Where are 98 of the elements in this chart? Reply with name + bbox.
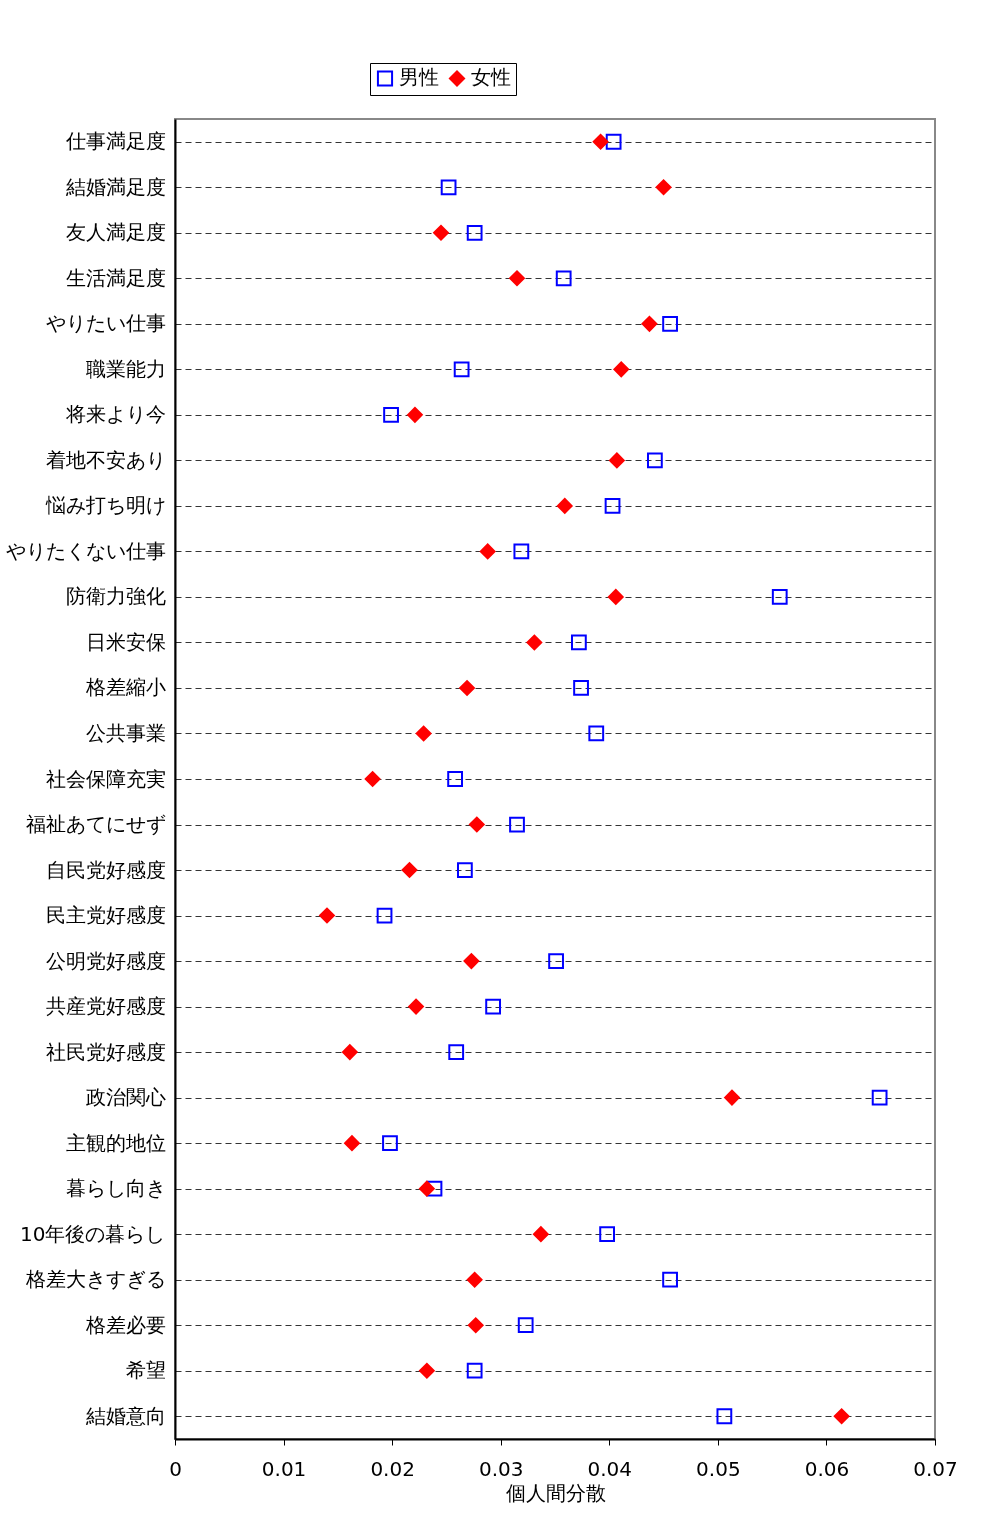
point <box>604 498 621 514</box>
point <box>570 634 587 651</box>
point <box>426 1180 443 1197</box>
point <box>319 907 335 924</box>
y-tick-label: 希望 <box>125 1358 166 1383</box>
point <box>607 589 624 605</box>
point <box>448 1044 465 1060</box>
y-tick-label: 共産党好感度 <box>45 994 166 1019</box>
point <box>771 589 788 605</box>
point <box>467 1317 484 1334</box>
point <box>662 1271 678 1288</box>
point <box>662 315 678 332</box>
point <box>555 270 572 287</box>
y-tick-label: 社会保障充実 <box>45 766 166 791</box>
point <box>383 406 399 423</box>
point <box>833 1408 850 1425</box>
point <box>599 1226 616 1243</box>
point <box>453 361 470 378</box>
x-tick-label: 0.06 <box>804 1456 850 1481</box>
y-tick-label: 防衛力強化 <box>65 584 166 609</box>
x-tick-label: 0.01 <box>261 1456 307 1481</box>
y-tick-label: 自民党好感度 <box>45 857 166 882</box>
point <box>485 998 502 1015</box>
y-tick-label: 格差縮小 <box>84 675 166 700</box>
point <box>532 1226 549 1243</box>
y-tick-label: 将来より今 <box>64 402 166 427</box>
legend-label: 男性 <box>399 65 439 90</box>
point <box>526 634 543 651</box>
point <box>466 224 483 241</box>
point <box>871 1089 888 1106</box>
y-tick-label: 公共事業 <box>85 720 166 745</box>
x-tick-label: 0 <box>169 1456 182 1481</box>
point <box>655 179 672 196</box>
point <box>459 680 475 696</box>
point <box>440 179 457 196</box>
point <box>509 816 525 833</box>
point <box>468 816 485 833</box>
point <box>463 953 480 969</box>
point <box>466 1271 483 1288</box>
point <box>548 953 564 969</box>
point <box>456 862 473 878</box>
point <box>364 771 381 787</box>
point <box>341 1044 358 1060</box>
y-tick-label: 民主党好感度 <box>45 903 166 928</box>
x-tick-label: 0.04 <box>587 1456 633 1481</box>
y-tick-label: 10年後の暮らし <box>20 1221 166 1246</box>
point <box>517 1317 534 1334</box>
y-tick-label: 生活満足度 <box>65 265 166 290</box>
point <box>641 315 658 332</box>
y-tick-label: 日米安保 <box>85 629 166 654</box>
legend-label: 女性 <box>471 65 511 90</box>
point <box>344 1135 360 1152</box>
point <box>556 498 573 514</box>
x-tick-label: 0.07 <box>913 1456 958 1481</box>
y-tick-label: 悩み打ち明け <box>44 493 166 518</box>
point <box>401 862 418 878</box>
point <box>408 998 424 1015</box>
y-tick-label: 格差大きすぎる <box>24 1267 166 1292</box>
y-tick-label: 結婚満足度 <box>64 174 166 199</box>
point <box>646 452 663 469</box>
point <box>407 406 423 423</box>
point <box>479 543 496 560</box>
point <box>415 725 432 742</box>
point <box>447 771 464 787</box>
y-tick-label: 結婚意向 <box>84 1403 166 1428</box>
point <box>605 133 622 150</box>
point <box>592 133 609 150</box>
y-tick-label: 友人満足度 <box>65 220 166 245</box>
y-tick-label: 政治関心 <box>85 1085 166 1110</box>
point <box>418 1362 435 1379</box>
point <box>716 1408 733 1425</box>
point <box>466 1362 483 1379</box>
y-tick-label: 主観的地位 <box>65 1130 166 1155</box>
y-tick-label: 暮らし向き <box>65 1176 166 1201</box>
x-tick-label: 0.03 <box>478 1456 524 1481</box>
y-tick-label: やりたくない仕事 <box>5 538 166 563</box>
y-tick-label: 福祉あてにせず <box>25 812 166 837</box>
y-tick-label: 着地不安あり <box>45 447 166 472</box>
point <box>513 543 530 560</box>
point <box>588 725 605 742</box>
point <box>573 680 589 696</box>
point <box>608 452 625 469</box>
x-axis-title: 個人間分散 <box>505 1480 606 1505</box>
point <box>418 1180 435 1197</box>
point <box>433 224 449 241</box>
point <box>376 907 393 924</box>
point <box>382 1135 398 1152</box>
point <box>613 361 630 378</box>
y-tick-label: 仕事満足度 <box>64 129 166 154</box>
y-tick-label: 格差必要 <box>84 1312 166 1337</box>
point <box>724 1089 740 1106</box>
y-tick-label: やりたい仕事 <box>45 311 166 336</box>
x-tick-label: 0.05 <box>696 1456 741 1481</box>
x-tick-label: 0.02 <box>370 1456 415 1481</box>
point <box>509 270 525 287</box>
y-tick-label: 職業能力 <box>85 356 166 381</box>
y-tick-label: 社民党好感度 <box>45 1039 166 1064</box>
y-tick-label: 公明党好感度 <box>45 948 166 973</box>
